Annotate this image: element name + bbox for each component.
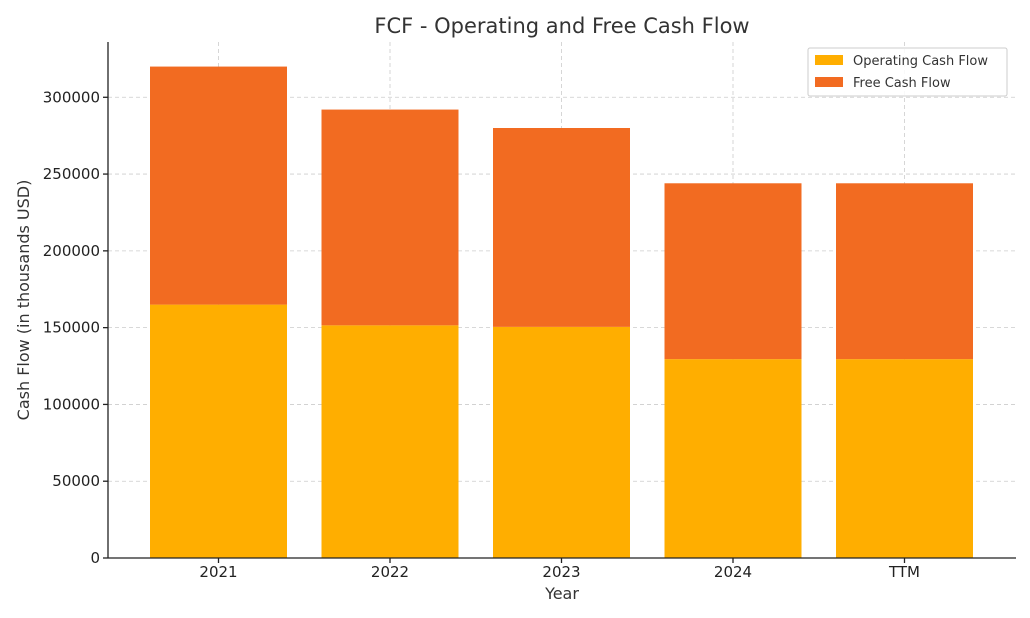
legend: Operating Cash Flow Free Cash Flow	[807, 47, 1008, 97]
legend-swatch-operating	[815, 55, 843, 65]
x-tick-label: 2023	[542, 563, 580, 581]
bar-operating-2021	[150, 304, 287, 558]
bar-operating-ttm	[836, 359, 973, 558]
bar-free-ttm	[836, 183, 973, 360]
bar-operating-2022	[321, 325, 459, 558]
x-tick-label: TTM	[888, 563, 920, 581]
y-tick-label: 0	[90, 549, 100, 567]
tick-labels: 0 50000 100000 150000 200000 250000 300000 2021…	[43, 88, 920, 581]
bar-free-2023	[493, 128, 630, 327]
y-tick-label: 50000	[52, 472, 100, 490]
y-tick-label: 150000	[43, 319, 100, 337]
chart-title: FCF - Operating and Free Cash Flow	[374, 14, 749, 38]
x-tick-label: 2022	[371, 563, 409, 581]
bar-free-2024	[664, 183, 802, 360]
x-axis-label: Year	[544, 584, 579, 603]
y-tick-label: 300000	[43, 88, 100, 106]
legend-label-operating: Operating Cash Flow	[853, 54, 988, 69]
y-tick-label: 200000	[43, 242, 100, 260]
legend-label-free: Free Cash Flow	[853, 76, 951, 91]
y-axis-label: Cash Flow (in thousands USD)	[14, 180, 33, 421]
bars	[150, 66, 973, 558]
y-tick-label: 250000	[43, 165, 100, 183]
bar-operating-2023	[493, 326, 630, 558]
bar-operating-2024	[664, 359, 802, 558]
x-tick-label: 2024	[714, 563, 752, 581]
x-tick-label: 2021	[199, 563, 237, 581]
y-tick-label: 100000	[43, 395, 100, 413]
bar-free-2022	[321, 109, 459, 326]
bar-free-2021	[150, 66, 287, 305]
legend-swatch-free	[815, 77, 843, 87]
legend-box	[807, 47, 1008, 97]
